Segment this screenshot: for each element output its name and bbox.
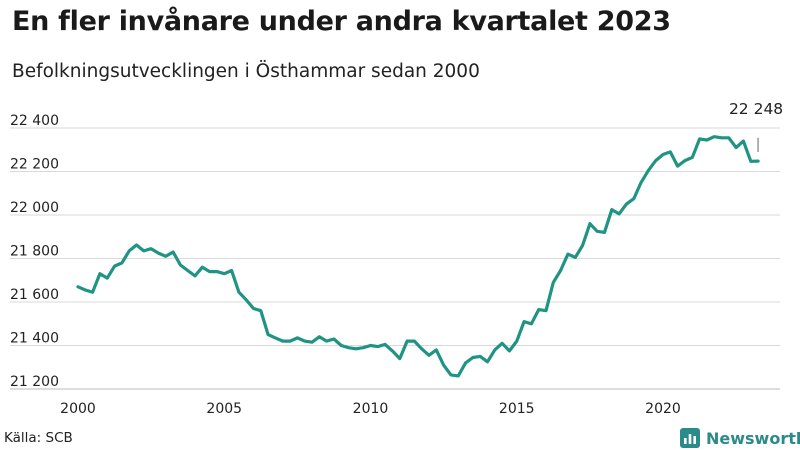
y-tick-label: 22 200 (10, 157, 59, 173)
series-group (76, 135, 760, 378)
x-tick-label: 2015 (499, 401, 535, 417)
x-tick-label: 2010 (353, 401, 389, 417)
y-tick-label: 21 800 (10, 244, 59, 260)
y-tick-label: 22 400 (10, 113, 59, 129)
x-tick-label: 2000 (60, 401, 96, 417)
chart-subtitle: Befolkningsutvecklingen i Östhammar seda… (12, 61, 480, 82)
x-axis-ticks: 2000 2005 2010 2015 2020 (60, 401, 681, 417)
x-tick-label: 2020 (645, 401, 681, 417)
x-tick-label: 2005 (206, 401, 242, 417)
brand-name: Newsworthy (706, 428, 800, 448)
chart-title: En fler invånare under andra kvartalet 2… (12, 6, 671, 37)
y-tick-label: 21 400 (10, 331, 59, 347)
gridlines (10, 127, 780, 390)
brand-logo[interactable]: Newsworthy (680, 427, 800, 449)
y-tick-label: 22 000 (10, 200, 59, 216)
newsworthy-logo-icon (680, 428, 700, 448)
source-note: Källa: SCB (4, 430, 73, 446)
y-tick-label: 21 200 (10, 374, 59, 390)
series-line (76, 135, 760, 378)
end-annotation: 22 248 (729, 100, 783, 152)
y-axis-ticks: 21 200 21 400 21 600 21 800 22 000 22 200 22 4… (10, 113, 59, 390)
line-chart: 21 200 21 400 21 600 21 800 22 000 22 200 22 4… (10, 100, 783, 417)
y-tick-label: 21 600 (10, 287, 59, 303)
end-value-label: 22 248 (729, 100, 783, 118)
